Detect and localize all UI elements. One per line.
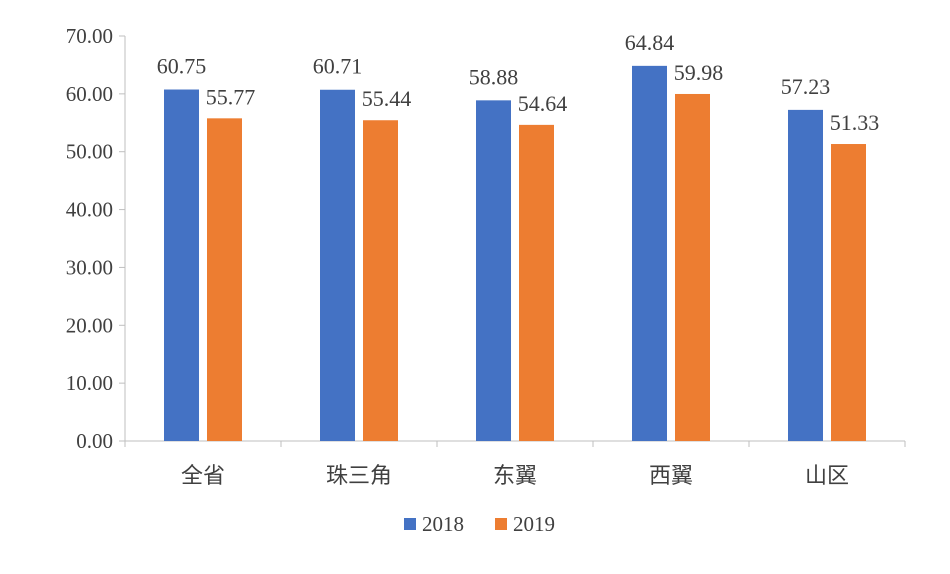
bar-2018 <box>164 89 199 442</box>
data-label-2019: 54.64 <box>518 91 568 116</box>
data-label-2019: 51.33 <box>830 110 880 135</box>
chart-bars <box>164 65 866 442</box>
bar-2018 <box>788 109 823 441</box>
bar-2019 <box>363 120 398 442</box>
bar-2019 <box>675 93 710 442</box>
x-category-label: 全省 <box>181 463 225 488</box>
data-label-2019: 59.98 <box>674 60 724 85</box>
y-tick-label: 20.00 <box>66 313 113 337</box>
x-category-label: 山区 <box>805 463 849 488</box>
legend-label-2019: 2019 <box>513 512 555 536</box>
y-tick-label: 0.00 <box>76 429 113 453</box>
y-tick-label: 10.00 <box>66 371 113 395</box>
chart-axes: 0.00 10.00 20.00 30.00 40.00 50.00 60.00 70.00 全… <box>66 24 906 488</box>
data-label-2019: 55.44 <box>362 86 412 111</box>
y-tick-label: 50.00 <box>66 140 113 164</box>
bar-2019 <box>831 144 866 441</box>
y-tick-label: 40.00 <box>66 198 113 222</box>
data-label-2018: 60.75 <box>157 54 207 79</box>
bar-2019 <box>207 118 242 441</box>
legend-swatch-2019 <box>495 518 507 530</box>
bar-2019 <box>519 124 554 442</box>
data-label-2018: 60.71 <box>313 54 363 79</box>
y-tick-label: 30.00 <box>66 255 113 279</box>
bar-2018 <box>476 100 511 441</box>
x-category-label: 珠三角 <box>326 463 392 488</box>
data-label-2018: 57.23 <box>781 74 831 99</box>
bar-2018 <box>632 65 667 442</box>
data-label-2018: 64.84 <box>625 30 675 55</box>
data-label-2019: 55.77 <box>206 84 256 109</box>
legend-swatch-2018 <box>404 518 416 530</box>
bar-2018 <box>320 89 355 442</box>
data-label-2018: 58.88 <box>469 64 519 89</box>
y-tick-label: 70.00 <box>66 24 113 48</box>
chart-legend: 2018 2019 <box>404 512 555 536</box>
legend-label-2018: 2018 <box>422 512 464 536</box>
x-category-label: 东翼 <box>493 463 537 488</box>
y-tick-label: 60.00 <box>66 82 113 106</box>
x-category-label: 西翼 <box>649 463 693 488</box>
